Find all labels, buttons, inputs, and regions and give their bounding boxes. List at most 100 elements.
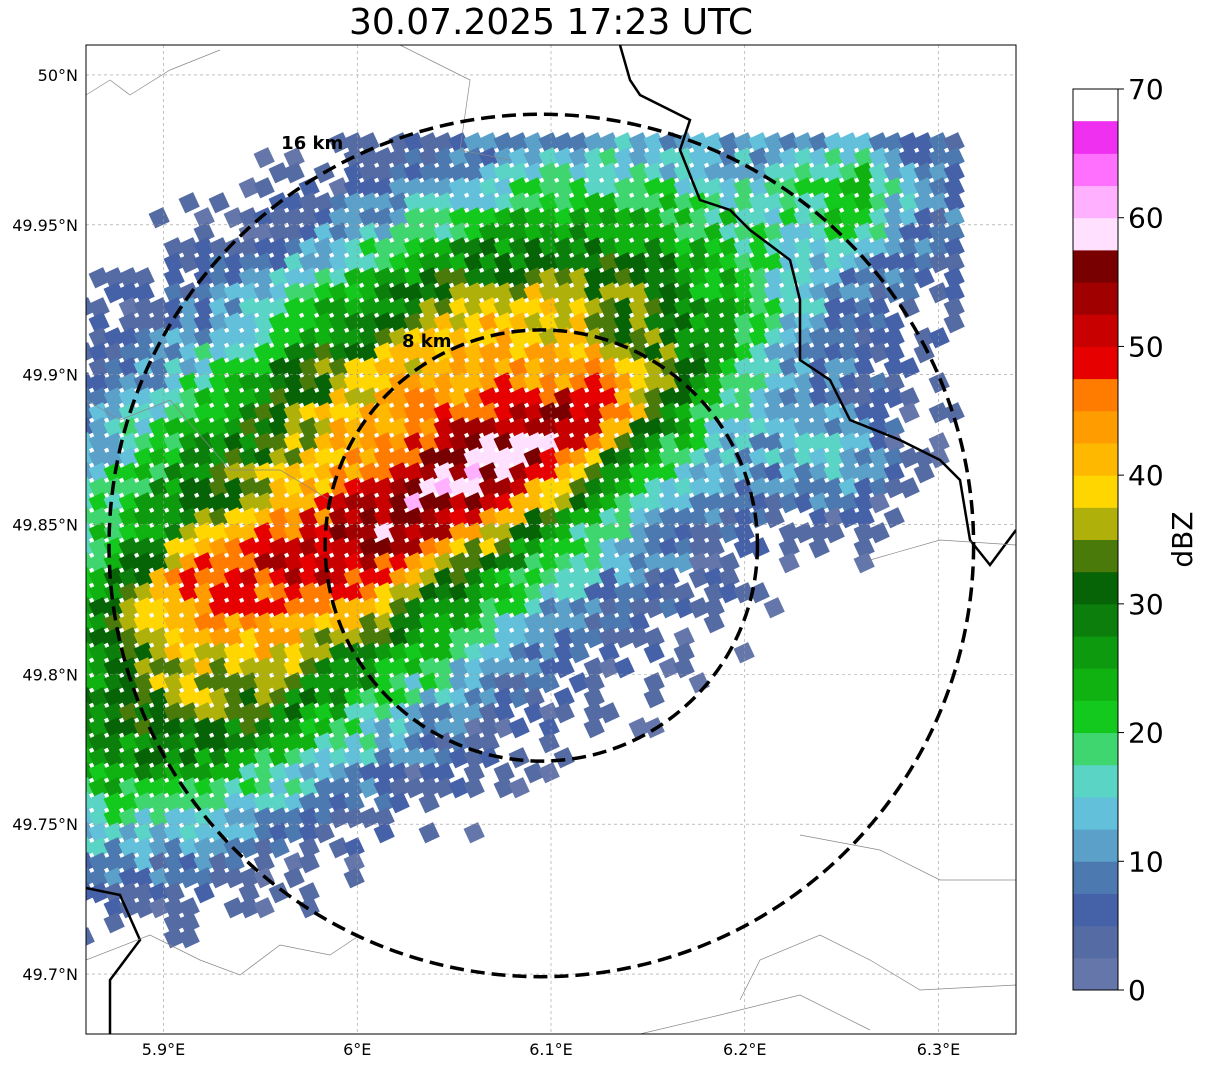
echo-cell — [313, 402, 335, 424]
echo-cell — [208, 687, 230, 709]
echo-cell — [943, 402, 965, 424]
echo-cell — [373, 702, 395, 724]
echo-cell — [148, 297, 170, 319]
echo-cell — [793, 162, 815, 184]
echo-cell — [643, 312, 665, 334]
echo-cell — [88, 837, 110, 859]
echo-cell — [178, 687, 200, 709]
echo-cell — [628, 477, 650, 499]
echo-cell — [853, 492, 875, 514]
echo-cell — [403, 177, 425, 199]
echo-cell — [508, 177, 530, 199]
echo-cell — [86, 927, 95, 949]
echo-cell — [208, 282, 230, 304]
echo-cell — [733, 342, 755, 364]
echo-cell — [583, 297, 605, 319]
echo-cell — [388, 282, 410, 304]
echo-cell — [478, 552, 500, 574]
echo-cell — [643, 327, 665, 349]
echo-cell — [628, 192, 650, 214]
echo-cell — [268, 627, 290, 649]
echo-cell — [733, 177, 755, 199]
echo-cell — [328, 552, 350, 574]
echo-cell — [928, 402, 950, 424]
echo-cell — [478, 567, 500, 589]
echo-cell — [823, 207, 845, 229]
echo-cell — [433, 492, 455, 514]
echo-cell — [388, 192, 410, 214]
echo-cell — [478, 582, 500, 604]
echo-cell — [583, 582, 605, 604]
echo-cell — [568, 222, 590, 244]
echo-cell — [238, 612, 260, 634]
echo-cell — [898, 447, 920, 469]
echo-cell — [148, 897, 170, 919]
echo-cell — [523, 132, 545, 154]
echo-cell — [418, 462, 440, 484]
echo-cell — [703, 477, 725, 499]
echo-cell — [193, 747, 215, 769]
echo-cell — [568, 237, 590, 259]
echo-cell — [553, 147, 575, 169]
colorbar-segment — [1073, 378, 1118, 412]
echo-cell — [943, 237, 965, 259]
echo-cell — [133, 297, 155, 319]
echo-cell — [463, 627, 485, 649]
echo-cell — [478, 147, 500, 169]
echo-cell — [808, 387, 830, 409]
echo-cell — [238, 657, 260, 679]
echo-cell — [868, 327, 890, 349]
echo-cell — [673, 357, 695, 379]
echo-cell — [838, 207, 860, 229]
echo-cell — [538, 732, 560, 754]
echo-cell — [493, 447, 515, 469]
echo-cell — [598, 162, 620, 184]
echo-cell — [733, 207, 755, 229]
echo-cell — [538, 282, 560, 304]
echo-cell — [583, 717, 605, 739]
echo-cell — [718, 507, 740, 529]
echo-cell — [583, 162, 605, 184]
echo-cell — [193, 552, 215, 574]
echo-cell — [568, 462, 590, 484]
echo-cell — [268, 807, 290, 829]
echo-cell — [178, 237, 200, 259]
echo-cell — [868, 492, 890, 514]
echo-cell — [268, 477, 290, 499]
echo-cell — [523, 387, 545, 409]
echo-cell — [463, 357, 485, 379]
echo-cell — [223, 417, 245, 439]
echo-cell — [658, 267, 680, 289]
echo-cell — [178, 342, 200, 364]
echo-cell — [418, 822, 440, 844]
echo-cell — [853, 147, 875, 169]
echo-cell — [448, 387, 470, 409]
echo-cell — [418, 657, 440, 679]
echo-cell — [448, 177, 470, 199]
echo-cell — [493, 147, 515, 169]
echo-cell — [238, 552, 260, 574]
echo-cell — [148, 777, 170, 799]
echo-cell — [358, 342, 380, 364]
echo-cell — [253, 852, 275, 874]
echo-cell — [658, 597, 680, 619]
lat-tick-label: 49.75°N — [12, 815, 78, 834]
echo-cell — [463, 552, 485, 574]
echo-cell — [133, 687, 155, 709]
echo-cell — [343, 132, 365, 154]
echo-cell — [103, 897, 125, 919]
echo-cell — [328, 837, 350, 859]
echo-cell — [343, 357, 365, 379]
echo-cell — [793, 387, 815, 409]
echo-cell — [163, 267, 185, 289]
echo-cell — [793, 432, 815, 454]
echo-cell — [463, 492, 485, 514]
echo-cell — [253, 717, 275, 739]
echo-cell — [88, 402, 110, 424]
echo-cell — [673, 222, 695, 244]
echo-cell — [418, 162, 440, 184]
echo-cell — [253, 417, 275, 439]
echo-cell — [898, 402, 920, 424]
echo-cell — [208, 537, 230, 559]
colorbar-tick-label: 70 — [1128, 73, 1164, 106]
